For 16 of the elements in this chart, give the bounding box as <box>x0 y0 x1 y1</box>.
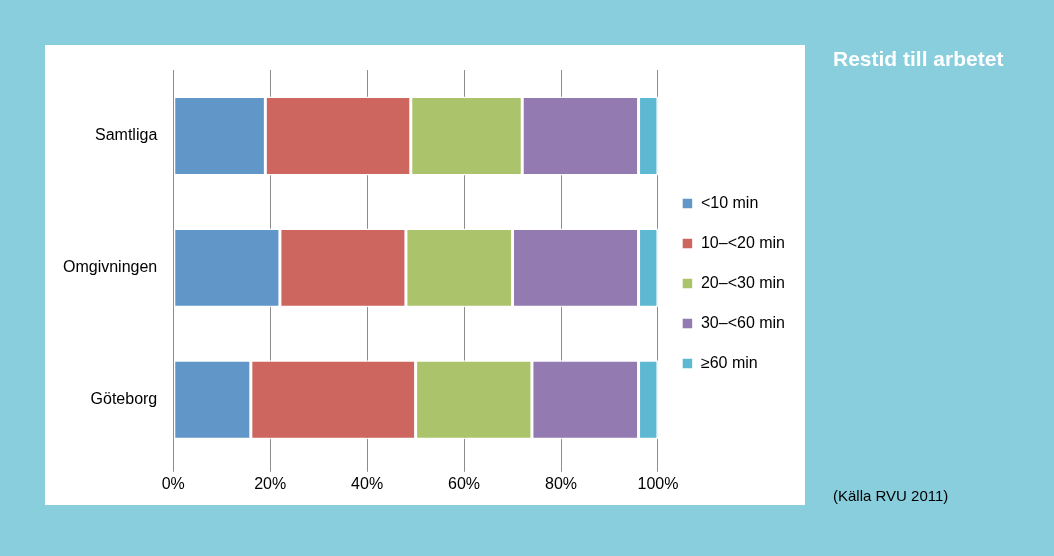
legend-label: 30–<60 min <box>700 313 785 331</box>
y-tick-label: Göteborg <box>90 390 158 408</box>
legend-label: ≥60 min <box>700 353 758 371</box>
x-tick-label: 80% <box>544 474 578 492</box>
x-tick-label: 60% <box>448 474 481 492</box>
x-tick-label: 100% <box>637 474 679 492</box>
text: (Källa RVU 2011) <box>833 487 949 504</box>
legend-label: 10–<20 min <box>700 233 785 251</box>
x-tick-label: 20% <box>254 474 287 492</box>
x-tick-label: 40% <box>351 474 384 492</box>
y-tick-label: Omgivningen <box>62 258 158 276</box>
y-tick-label: Samtliga <box>95 126 158 144</box>
legend-label: <10 min <box>700 193 759 211</box>
x-tick-label: 0% <box>161 474 185 492</box>
legend-label: 20–<30 min <box>700 273 785 291</box>
text: Restid till arbetet <box>833 46 1005 72</box>
